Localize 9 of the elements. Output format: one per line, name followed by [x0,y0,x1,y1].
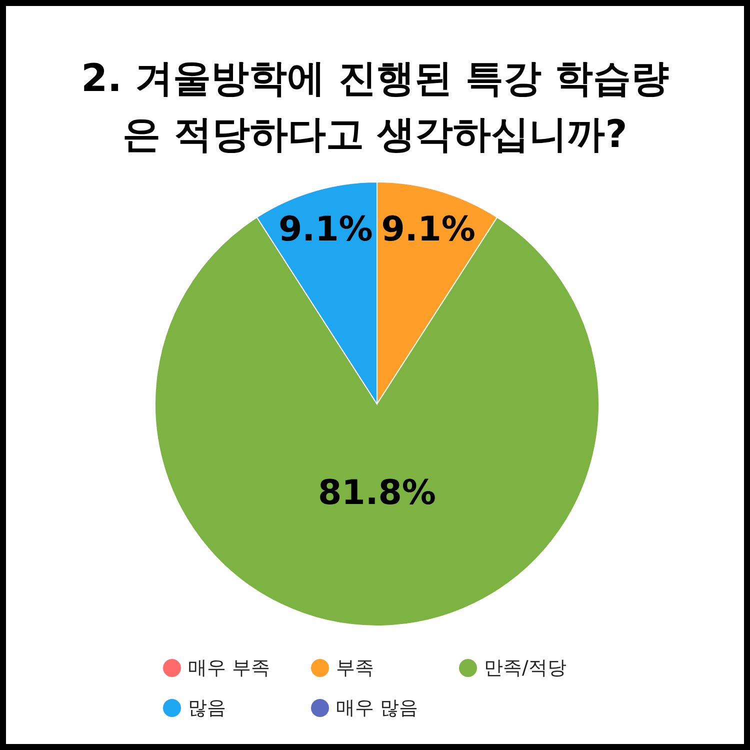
legend-label: 많음 [188,697,226,719]
legend-label: 매우 많음 [336,697,418,719]
data-label: 9.1% [381,209,476,250]
legend-label: 만족/적당 [484,657,566,679]
data-label: 81.8% [318,472,436,513]
data-label: 9.1% [278,209,373,250]
legend-label: 매우 부족 [188,657,270,679]
legend-label: 부족 [336,657,374,679]
chart-title: 2. 겨울방학에 진행된 특강 학습량 은 적당하다고 생각하십니까? [81,56,669,156]
